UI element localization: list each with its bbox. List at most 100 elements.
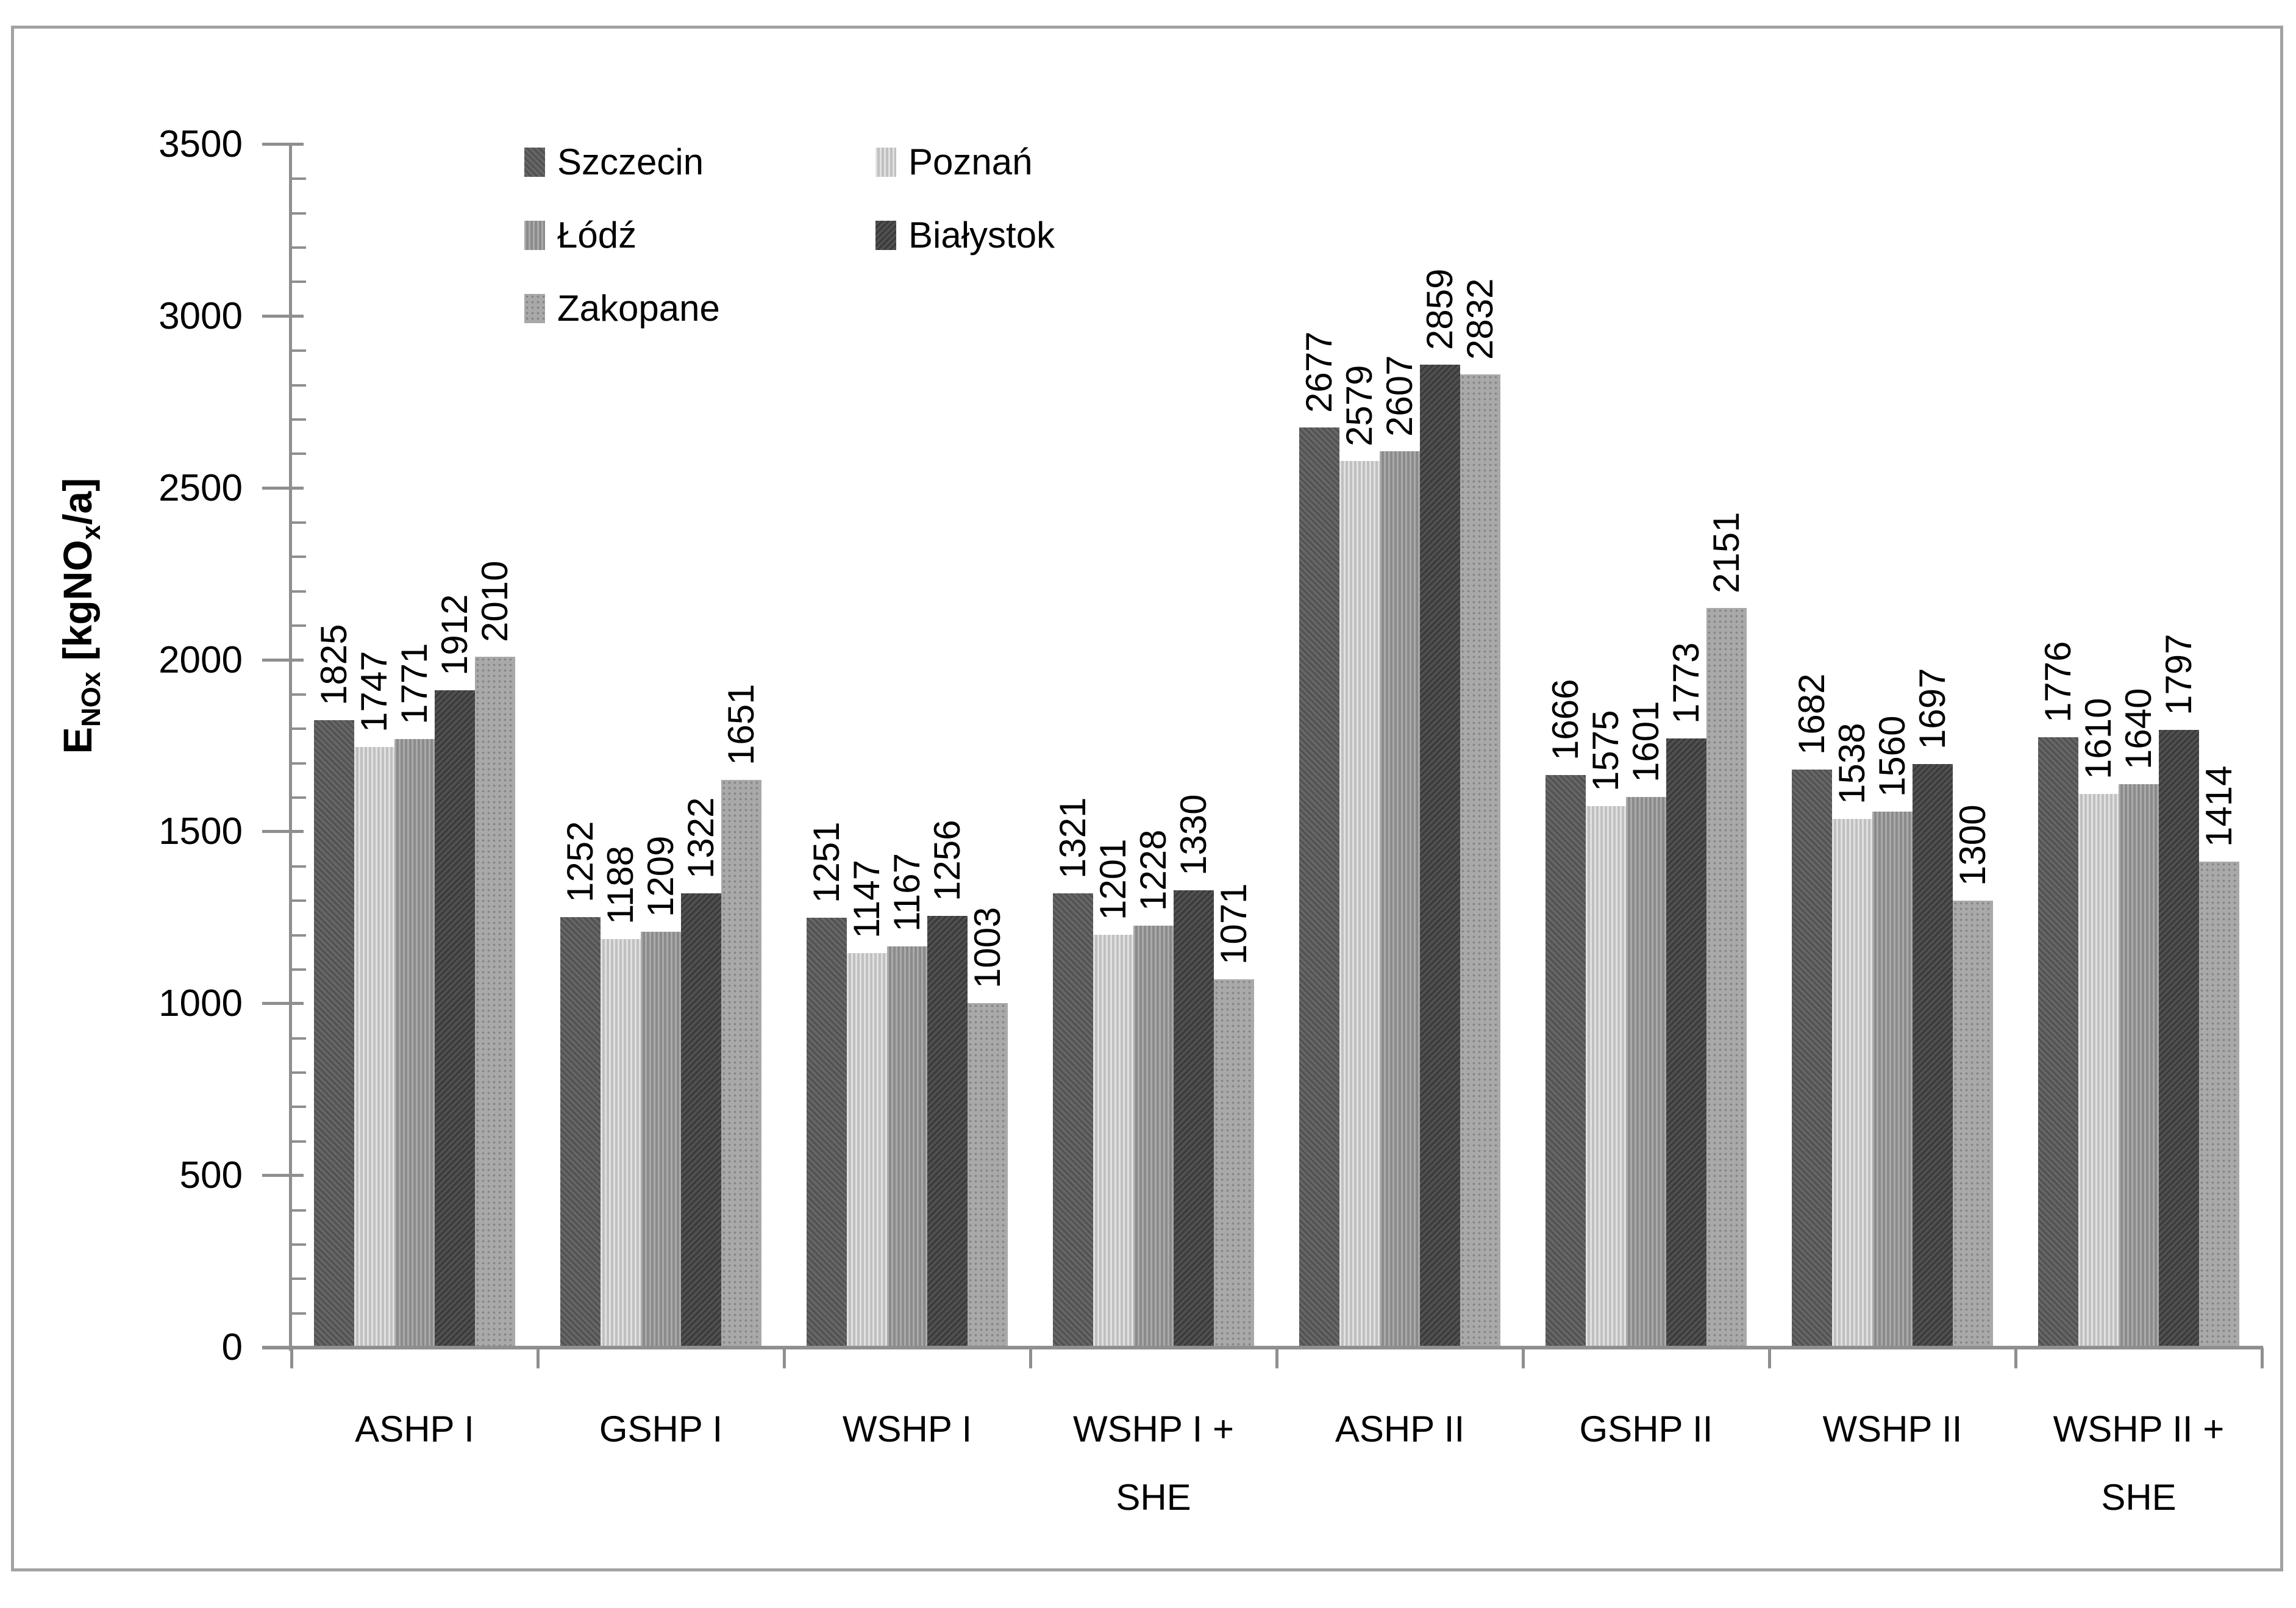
bar-value-label: 1575 xyxy=(1585,710,1626,792)
bar-Poznań-2 xyxy=(847,953,887,1348)
legend-item-Białystok: Białystok xyxy=(875,217,1055,254)
bar-Łódź-7 xyxy=(2119,784,2159,1348)
y-axis-minor-tick xyxy=(290,1071,306,1074)
y-axis-minor-tick xyxy=(290,796,306,799)
bar-Łódź-5 xyxy=(1626,797,1666,1348)
bar-Zakopane-7 xyxy=(2199,861,2239,1348)
bar-value-label: 1610 xyxy=(2078,698,2119,780)
category-tick xyxy=(783,1348,786,1368)
y-axis-tick-label: 2000 xyxy=(159,638,243,681)
bar-value-label: 1825 xyxy=(313,624,354,706)
y-axis-tick-label: 0 xyxy=(221,1326,243,1368)
y-axis-major-tick xyxy=(262,658,304,662)
legend-item-Łódź: Łódź xyxy=(524,217,636,254)
bar-Białystok-3 xyxy=(1174,890,1214,1348)
y-axis-major-tick xyxy=(262,486,304,490)
bar-value-label: 1640 xyxy=(2118,688,2159,770)
y-axis-minor-tick xyxy=(290,1243,306,1246)
y-axis-tick-label: 2500 xyxy=(159,466,243,509)
category-tick xyxy=(1275,1348,1278,1368)
bar-Łódź-2 xyxy=(887,946,927,1348)
bar-value-label: 2151 xyxy=(1706,512,1747,594)
y-axis-minor-tick xyxy=(290,281,306,284)
bar-value-label: 1147 xyxy=(846,860,887,939)
category-label-WSHP I: WSHP I xyxy=(842,1409,972,1449)
bar-value-label: 1167 xyxy=(886,853,927,932)
bar-Szczecin-2 xyxy=(807,917,847,1348)
category-label-WSHP II: WSHP II xyxy=(1822,1409,1963,1449)
bar-Szczecin-4 xyxy=(1299,427,1339,1348)
category-tick xyxy=(1522,1348,1525,1368)
category-tick xyxy=(537,1348,540,1368)
y-axis-tick-label: 3000 xyxy=(159,295,243,337)
y-axis-minor-tick xyxy=(290,968,306,971)
bar-value-label: 2010 xyxy=(474,560,515,642)
y-axis-minor-tick xyxy=(290,556,306,559)
bar-value-label: 1697 xyxy=(1912,668,1953,750)
bar-Białystok-2 xyxy=(927,915,968,1348)
bar-value-label: 1666 xyxy=(1545,679,1586,760)
y-axis-minor-tick xyxy=(290,1209,306,1212)
y-axis-minor-tick xyxy=(290,865,306,868)
bar-Białystok-1 xyxy=(681,893,721,1348)
bar-Łódź-1 xyxy=(641,932,681,1348)
bar-Łódź-3 xyxy=(1133,925,1174,1348)
legend-label: Zakopane xyxy=(557,288,720,329)
y-axis-major-tick xyxy=(262,830,304,834)
legend-item-Zakopane: Zakopane xyxy=(524,290,720,327)
bar-Białystok-5 xyxy=(1666,738,1706,1348)
bar-value-label: 2579 xyxy=(1339,365,1380,447)
bar-value-label: 1538 xyxy=(1831,723,1872,804)
y-axis-minor-tick xyxy=(290,1037,306,1040)
bar-Zakopane-0 xyxy=(475,656,515,1348)
category-tick xyxy=(2261,1348,2264,1368)
y-axis-line xyxy=(289,143,292,1351)
legend-item-Szczecin: Szczecin xyxy=(524,144,704,180)
legend-swatch-icon xyxy=(524,221,545,250)
y-axis-minor-tick xyxy=(290,934,306,937)
y-axis-minor-tick xyxy=(290,1277,306,1281)
bar-Białystok-4 xyxy=(1420,365,1460,1348)
bar-value-label: 2607 xyxy=(1379,355,1420,437)
bar-value-label: 1414 xyxy=(2198,765,2239,847)
y-axis-title: ENOx [kgNOx/a] xyxy=(54,478,107,754)
bar-Szczecin-6 xyxy=(1792,769,1832,1348)
category-tick xyxy=(2014,1348,2017,1368)
bar-value-label: 1601 xyxy=(1625,701,1666,783)
bar-value-label: 1321 xyxy=(1052,797,1093,879)
bar-value-label: 2859 xyxy=(1419,268,1460,351)
bar-Poznań-4 xyxy=(1339,461,1380,1348)
bar-Szczecin-1 xyxy=(560,917,601,1348)
y-axis-major-tick xyxy=(262,1002,304,1006)
category-label-GSHP II: GSHP II xyxy=(1579,1409,1713,1449)
bar-value-label: 1747 xyxy=(354,651,394,733)
bar-Poznań-7 xyxy=(2078,794,2119,1348)
y-axis-minor-tick xyxy=(290,762,306,765)
category-label-ASHP I: ASHP I xyxy=(355,1409,474,1449)
y-axis-minor-tick xyxy=(290,693,306,696)
bar-Białystok-6 xyxy=(1913,764,1953,1348)
legend-label: Szczecin xyxy=(557,141,704,182)
bar-Łódź-6 xyxy=(1872,811,1913,1348)
bar-value-label: 1209 xyxy=(640,835,681,918)
bar-Białystok-7 xyxy=(2159,730,2199,1348)
y-axis-major-tick xyxy=(262,143,304,146)
category-label-ASHP II: ASHP II xyxy=(1335,1409,1465,1449)
bar-value-label: 1300 xyxy=(1952,804,1993,887)
bar-value-label: 1003 xyxy=(967,907,1008,988)
y-axis-minor-tick xyxy=(290,1106,306,1109)
bar-Zakopane-4 xyxy=(1460,374,1500,1348)
bar-value-label: 1322 xyxy=(680,797,721,879)
bar-Poznań-1 xyxy=(601,939,641,1348)
y-axis-title-symbol-sub: NOx xyxy=(76,671,106,727)
bar-value-label: 1651 xyxy=(721,684,761,766)
bar-Poznań-0 xyxy=(354,747,394,1348)
category-label-GSHP I: GSHP I xyxy=(599,1409,723,1449)
legend-label: Poznań xyxy=(908,141,1033,182)
y-axis-minor-tick xyxy=(290,384,306,387)
bar-Szczecin-3 xyxy=(1053,893,1093,1348)
bar-value-label: 1773 xyxy=(1666,642,1706,724)
category-tick xyxy=(290,1348,293,1368)
y-axis-minor-tick xyxy=(290,1312,306,1315)
